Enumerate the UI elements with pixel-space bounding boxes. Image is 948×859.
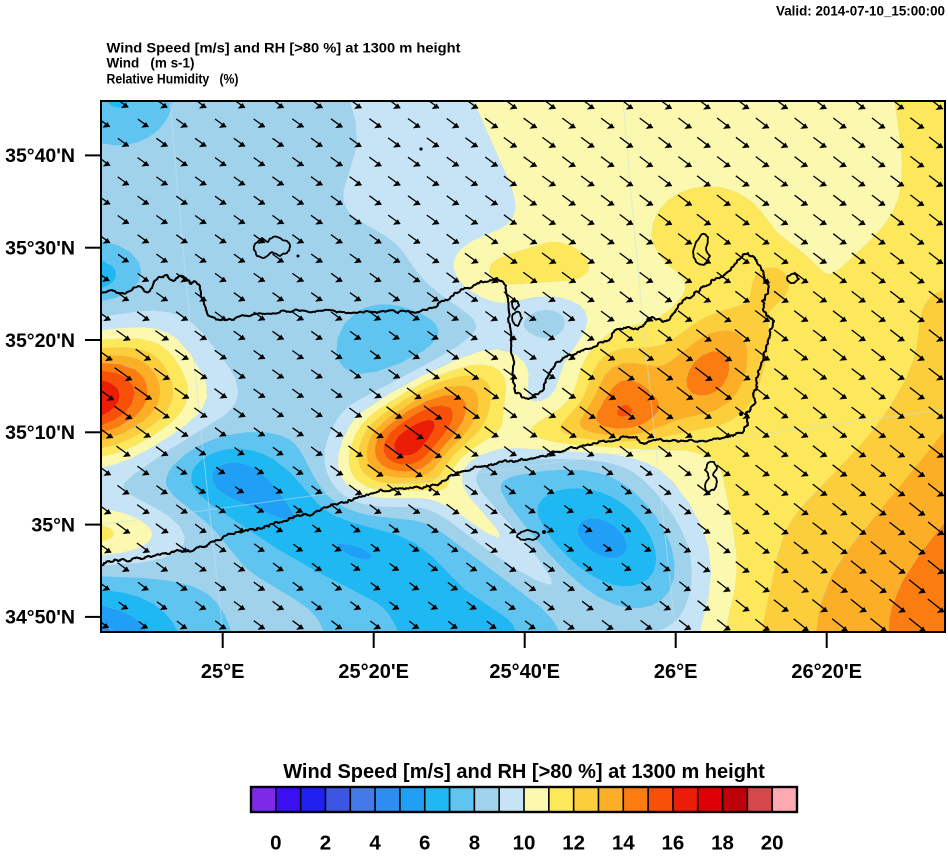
svg-text:26°20'E: 26°20'E — [791, 661, 862, 683]
svg-text:6: 6 — [419, 832, 430, 855]
svg-text:2: 2 — [320, 832, 331, 855]
svg-text:25°40'E: 25°40'E — [489, 661, 560, 683]
svg-text:12: 12 — [562, 832, 585, 855]
svg-text:Wind (m s-1): Wind (m s-1) — [107, 56, 195, 71]
svg-text:34°50'N: 34°50'N — [5, 607, 75, 629]
svg-text:25°20'E: 25°20'E — [338, 661, 409, 683]
svg-text:20: 20 — [761, 832, 784, 855]
svg-text:Wind Speed [m/s] and RH [>80 %: Wind Speed [m/s] and RH [>80 %] at 1300 … — [283, 761, 765, 783]
svg-text:35°20'N: 35°20'N — [5, 330, 75, 352]
svg-text:Wind Speed [m/s] and RH [>80 %: Wind Speed [m/s] and RH [>80 %] at 1300 … — [107, 41, 462, 56]
svg-text:Valid: 2014-07-10_15:00:00: Valid: 2014-07-10_15:00:00 — [776, 3, 945, 19]
svg-text:4: 4 — [369, 832, 381, 855]
svg-text:14: 14 — [612, 832, 635, 855]
svg-text:35°N: 35°N — [31, 514, 75, 536]
svg-text:Relative Humidity (%): Relative Humidity (%) — [107, 72, 239, 87]
svg-text:35°30'N: 35°30'N — [5, 238, 75, 260]
svg-text:10: 10 — [513, 832, 536, 855]
svg-text:18: 18 — [711, 832, 734, 855]
svg-text:16: 16 — [661, 832, 684, 855]
svg-text:8: 8 — [469, 832, 480, 855]
svg-text:35°40'N: 35°40'N — [5, 145, 75, 167]
svg-text:0: 0 — [270, 832, 281, 855]
svg-text:35°10'N: 35°10'N — [5, 422, 75, 444]
svg-text:26°E: 26°E — [654, 661, 698, 683]
svg-text:25°E: 25°E — [201, 661, 245, 683]
